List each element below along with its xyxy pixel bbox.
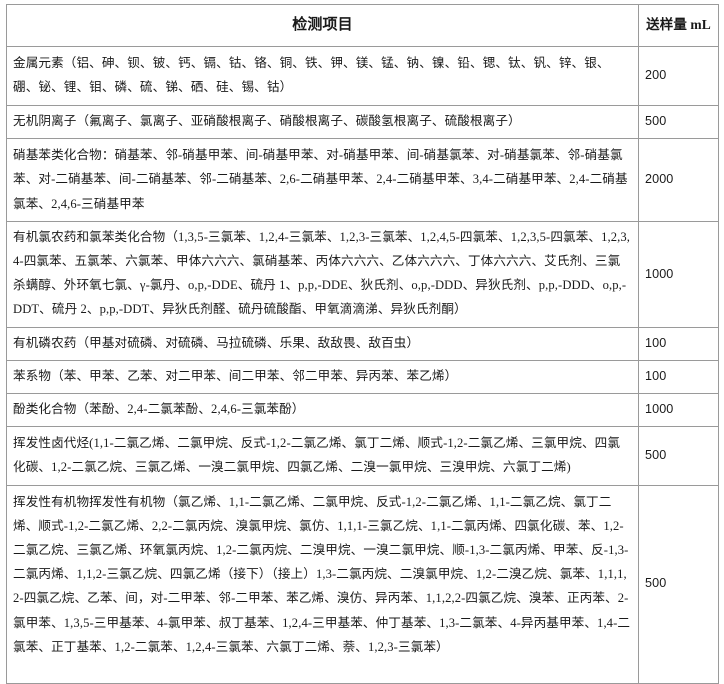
cell-sample-amount: 500 [638,484,719,684]
cell-detection-item: 有机磷农药（甲基对硫磷、对硫磷、马拉硫磷、乐果、敌敌畏、敌百虫） [6,326,639,361]
cell-sample-amount: 2000 [638,137,719,223]
table-row: 苯系物（苯、甲苯、乙苯、对二甲苯、间二甲苯、邻二甲苯、异丙苯、苯乙烯） 100 [6,359,719,394]
cell-sample-amount: 100 [638,326,719,361]
cell-sample-amount: 1000 [638,221,719,328]
cell-detection-item: 挥发性有机物挥发性有机物（氯乙烯、1,1-二氯乙烯、二氯甲烷、反式-1,2-二氯… [6,484,639,684]
table-header: 检测项目 送样量 mL [6,4,719,47]
table-row: 硝基苯类化合物：硝基苯、邻-硝基甲苯、间-硝基甲苯、对-硝基甲苯、间-硝基氯苯、… [6,137,719,223]
cell-detection-item: 苯系物（苯、甲苯、乙苯、对二甲苯、间二甲苯、邻二甲苯、异丙苯、苯乙烯） [6,359,639,394]
document-sheet: 检测项目 送样量 mL 金属元素（铝、砷、钡、铍、钙、镉、钴、铬、铜、铁、钾、镁… [6,4,719,684]
table-header-row: 检测项目 送样量 mL [6,4,719,47]
column-header-sample-amount: 送样量 mL [638,4,719,47]
table-row: 无机阴离子（氟离子、氯离子、亚硝酸根离子、硝酸根离子、碳酸氢根离子、硫酸根离子）… [6,104,719,139]
table-body: 金属元素（铝、砷、钡、铍、钙、镉、钴、铬、铜、铁、钾、镁、锰、钠、镍、铅、锶、钛… [6,45,719,684]
cell-detection-item: 挥发性卤代烃(1,1-二氯乙烯、二氯甲烷、反式-1,2-二氯乙烯、氯丁二烯、顺式… [6,425,639,486]
detection-items-table: 检测项目 送样量 mL 金属元素（铝、砷、钡、铍、钙、镉、钴、铬、铜、铁、钾、镁… [6,4,719,684]
cell-detection-item: 无机阴离子（氟离子、氯离子、亚硝酸根离子、硝酸根离子、碳酸氢根离子、硫酸根离子） [6,104,639,139]
table-row: 有机氯农药和氯苯类化合物（1,3,5-三氯苯、1,2,4-三氯苯、1,2,3-三… [6,221,719,328]
cell-detection-item: 金属元素（铝、砷、钡、铍、钙、镉、钴、铬、铜、铁、钾、镁、锰、钠、镍、铅、锶、钛… [6,45,639,106]
cell-sample-amount: 200 [638,45,719,106]
cell-sample-amount: 1000 [638,392,719,427]
table-row: 挥发性卤代烃(1,1-二氯乙烯、二氯甲烷、反式-1,2-二氯乙烯、氯丁二烯、顺式… [6,425,719,486]
table-row: 有机磷农药（甲基对硫磷、对硫磷、马拉硫磷、乐果、敌敌畏、敌百虫） 100 [6,326,719,361]
table-row: 酚类化合物（苯酚、2,4-二氯苯酚、2,4,6-三氯苯酚） 1000 [6,392,719,427]
cell-sample-amount: 500 [638,425,719,486]
column-header-detection-item: 检测项目 [6,4,639,47]
cell-sample-amount: 500 [638,104,719,139]
cell-detection-item: 有机氯农药和氯苯类化合物（1,3,5-三氯苯、1,2,4-三氯苯、1,2,3-三… [6,221,639,328]
cell-sample-amount: 100 [638,359,719,394]
table-row: 挥发性有机物挥发性有机物（氯乙烯、1,1-二氯乙烯、二氯甲烷、反式-1,2-二氯… [6,484,719,684]
table-row: 金属元素（铝、砷、钡、铍、钙、镉、钴、铬、铜、铁、钾、镁、锰、钠、镍、铅、锶、钛… [6,45,719,106]
cell-detection-item: 酚类化合物（苯酚、2,4-二氯苯酚、2,4,6-三氯苯酚） [6,392,639,427]
cell-detection-item: 硝基苯类化合物：硝基苯、邻-硝基甲苯、间-硝基甲苯、对-硝基甲苯、间-硝基氯苯、… [6,137,639,223]
